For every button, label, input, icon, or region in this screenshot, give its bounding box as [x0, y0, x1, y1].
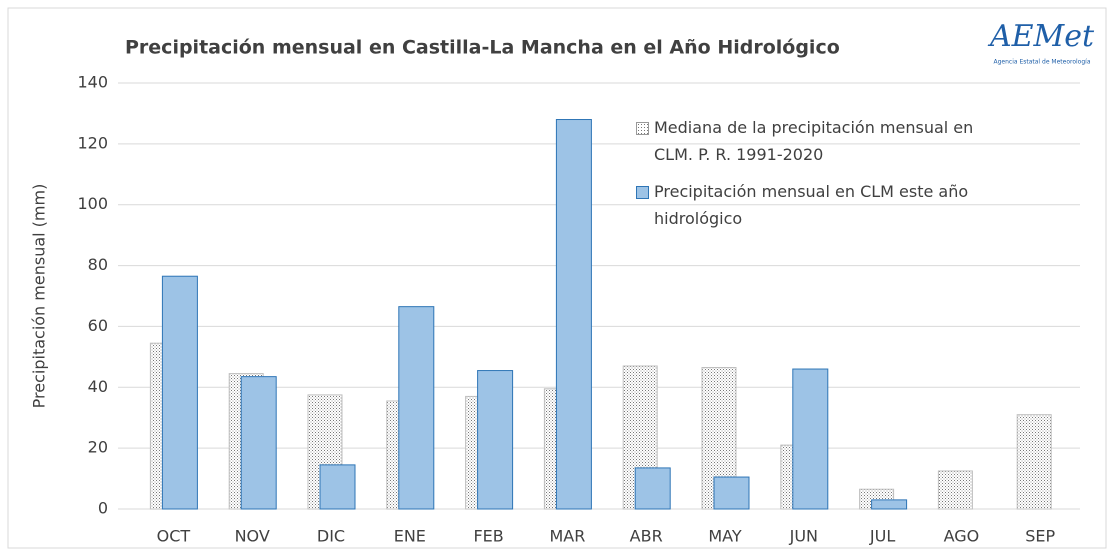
bar [937, 470, 973, 510]
legend-item: Mediana de la precipitación mensual en C… [636, 114, 1016, 168]
bar [555, 119, 592, 510]
bar [398, 306, 435, 510]
logo-subtitle: Agencia Estatal de Meteorología [994, 59, 1091, 66]
legend-swatch [636, 122, 649, 135]
y-tick-label: 0 [98, 499, 108, 518]
x-tick-label: MAR [549, 527, 585, 546]
bar [792, 368, 829, 510]
legend-label: Mediana de la precipitación mensual en C… [654, 118, 974, 164]
x-tick-label: DIC [317, 527, 345, 546]
x-tick-label: OCT [157, 527, 191, 546]
x-tick-label: MAY [708, 527, 742, 546]
bar [1016, 414, 1052, 510]
x-tick-label: SEP [1025, 527, 1055, 546]
bar [634, 467, 671, 510]
bar [319, 464, 356, 510]
bar [713, 476, 750, 510]
frame [7, 7, 1107, 549]
bar [871, 499, 908, 510]
y-tick-label: 60 [88, 316, 108, 335]
legend-swatch [636, 186, 649, 199]
x-tick-label: ENE [394, 527, 426, 546]
legend-item: Precipitación mensual en CLM este año hi… [636, 178, 1016, 232]
x-tick-label: ABR [630, 527, 663, 546]
legend-label: Precipitación mensual en CLM este año hi… [654, 182, 969, 228]
chart-title: Precipitación mensual en Castilla-La Man… [125, 37, 840, 59]
x-tick-label: AGO [944, 527, 980, 546]
y-tick-label: 140 [77, 73, 108, 92]
x-tick-label: NOV [235, 527, 270, 546]
x-tick-label: JUL [869, 527, 895, 546]
y-tick-label: 20 [88, 438, 108, 457]
y-tick-label: 120 [77, 133, 108, 152]
bar [240, 376, 277, 510]
x-tick-label: JUN [789, 527, 818, 546]
bar [477, 370, 514, 510]
legend: Mediana de la precipitación mensual en C… [636, 114, 1016, 242]
y-tick-label: 100 [77, 194, 108, 213]
y-tick-label: 80 [88, 255, 108, 274]
y-axis-label: Precipitación mensual (mm) [30, 184, 49, 409]
bar [161, 275, 198, 510]
x-tick-label: FEB [473, 527, 503, 546]
logo: AEMet [987, 19, 1095, 54]
y-tick-label: 40 [88, 377, 108, 396]
